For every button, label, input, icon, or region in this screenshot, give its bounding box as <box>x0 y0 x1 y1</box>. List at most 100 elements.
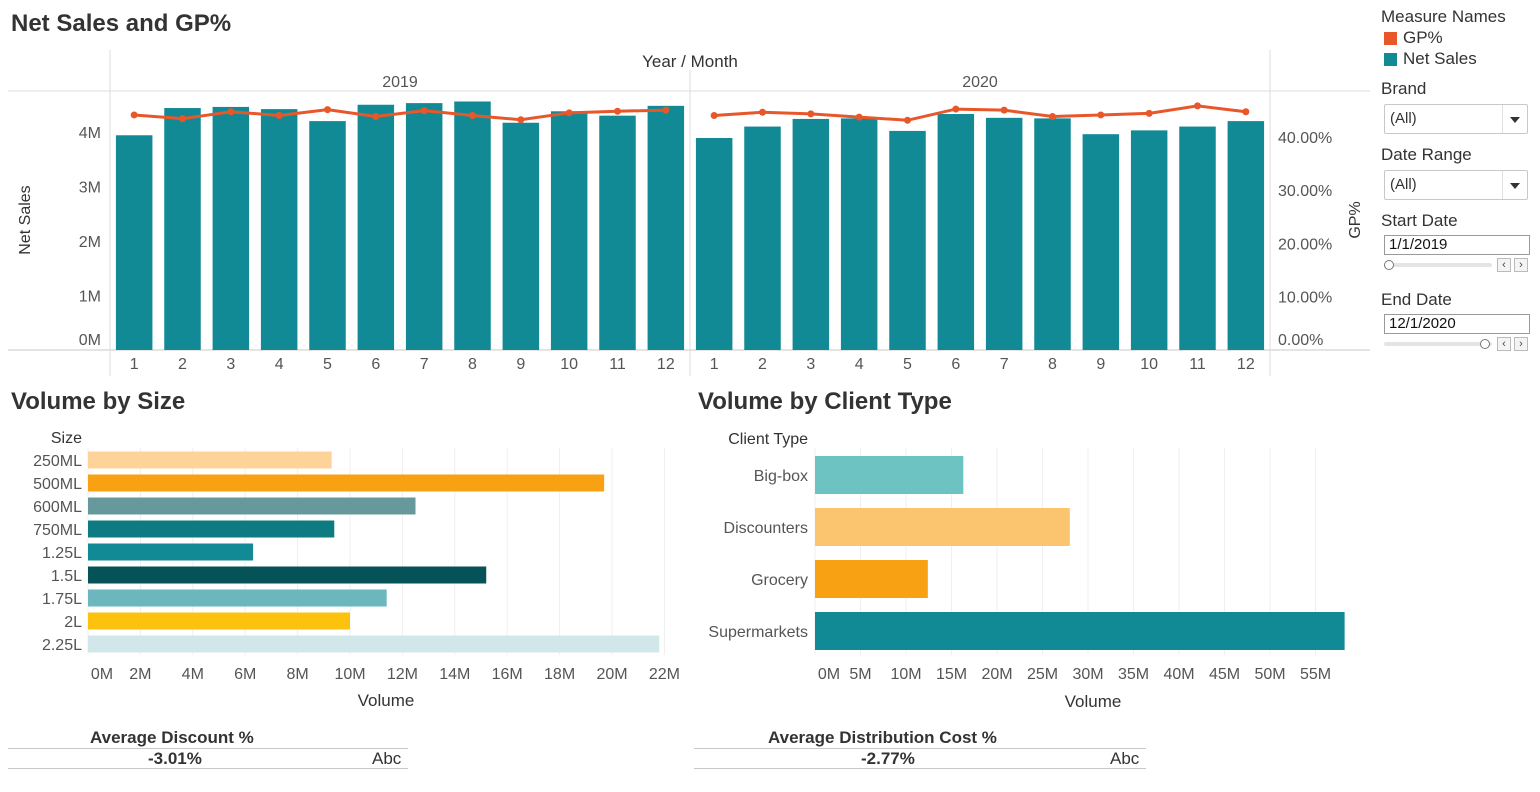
distribution-kpi-label: Average Distribution Cost % <box>768 728 997 747</box>
start-date-slider-thumb[interactable] <box>1384 260 1394 270</box>
start-date-next-button[interactable]: › <box>1514 258 1528 272</box>
gp-point <box>324 106 331 114</box>
month-tick-label: 4 <box>855 356 864 373</box>
net-sales-bar <box>792 118 830 350</box>
month-tick-label: 11 <box>1189 356 1206 373</box>
gp-point <box>420 107 428 115</box>
end-date-prev-button[interactable]: ‹ <box>1497 337 1511 351</box>
start-date-prev-button[interactable]: ‹ <box>1497 258 1511 272</box>
month-tick-label: 8 <box>1048 356 1057 373</box>
x-tick-label: 0M <box>818 666 840 683</box>
date-range-value: (All) <box>1390 176 1417 193</box>
month-tick-label: 6 <box>371 356 380 373</box>
gp-point <box>1242 108 1250 116</box>
x-tick-label: 5M <box>849 666 871 683</box>
gp-point <box>904 116 911 124</box>
distribution-kpi-abc: Abc <box>1110 749 1140 768</box>
net-sales-bar <box>1130 130 1168 350</box>
net-sales-bar <box>164 108 201 351</box>
volume-bar <box>815 612 1345 650</box>
category-label: 1.5L <box>51 568 82 585</box>
volume-bar <box>88 566 487 584</box>
x-tick-label: 2M <box>129 666 151 683</box>
net-sales-legend-label[interactable]: Net Sales <box>1403 49 1477 68</box>
y-tick-label: 0M <box>79 332 101 349</box>
volume-by-size-chart[interactable]: 0M 2M 4M 6M 8M 10M 12M 14M 16M 18M 20M 22M Size Volum… <box>0 420 690 720</box>
year-header: 2019 <box>382 74 418 91</box>
gp-point <box>807 110 815 118</box>
end-date-input[interactable]: 12/1/2020 <box>1384 314 1530 334</box>
discount-kpi-label: Average Discount % <box>90 728 254 747</box>
month-tick-label: 2 <box>178 356 187 373</box>
gp-point <box>952 105 960 113</box>
category-label: 1.75L <box>42 591 82 608</box>
end-date-next-button[interactable]: › <box>1514 337 1528 351</box>
y-tick-label: 4M <box>79 125 101 142</box>
volume-bar <box>88 635 660 653</box>
volume-by-client-chart[interactable]: 0M 5M 10M 15M 20M 25M 30M 35M 40M 45M 50M 55M Client… <box>690 420 1380 720</box>
volume-bar <box>815 508 1070 546</box>
gp-point <box>662 106 670 114</box>
category-label: Discounters <box>724 520 808 537</box>
x-tick-label: 35M <box>1118 666 1149 683</box>
net-sales-bar <box>647 105 685 350</box>
distribution-kpi-value: -2.77% <box>861 749 915 768</box>
chevron-down-icon[interactable] <box>1502 171 1527 199</box>
gp-point <box>565 109 573 117</box>
year-month-header: Year / Month <box>642 52 738 71</box>
x-tick-label: 16M <box>492 666 523 683</box>
month-tick-label: 12 <box>657 356 675 373</box>
end-date-slider-thumb[interactable] <box>1480 339 1490 349</box>
x-tick-label: 8M <box>286 666 308 683</box>
net-sales-bar <box>357 104 395 350</box>
y-right-tick-label: 20.00% <box>1278 236 1332 253</box>
month-tick-label: 9 <box>1096 356 1105 373</box>
start-date-slider-track[interactable] <box>1384 263 1492 267</box>
volume-bar <box>88 497 416 515</box>
x-tick-label: 25M <box>1027 666 1058 683</box>
x-tick-label: 30M <box>1072 666 1103 683</box>
date-range-select[interactable]: (All) <box>1384 170 1528 200</box>
net-sales-bar <box>937 114 975 350</box>
gp-point <box>1049 113 1056 121</box>
month-tick-label: 10 <box>560 356 578 373</box>
net-sales-bar <box>260 109 298 350</box>
x-tick-label: 0M <box>91 666 113 683</box>
gp-point <box>275 111 283 119</box>
net-sales-bar <box>985 117 1023 350</box>
net-sales-gp-chart[interactable]: Year / Month 2019 2020 0M 1M 2M 3M 4M Net Sales 0… <box>0 40 1375 385</box>
month-tick-label: 9 <box>516 356 525 373</box>
x-tick-label: 55M <box>1300 666 1331 683</box>
y-right-tick-label: 10.00% <box>1278 290 1332 307</box>
category-header: Size <box>51 430 82 447</box>
net-sales-bar <box>695 137 733 350</box>
net-sales-bar <box>405 103 443 351</box>
month-tick-label: 1 <box>710 356 719 373</box>
month-tick-label: 8 <box>468 356 477 373</box>
category-label: 2L <box>64 614 82 631</box>
category-label: 2.25L <box>42 637 82 654</box>
brand-select[interactable]: (All) <box>1384 104 1528 134</box>
net-sales-bar <box>599 115 636 351</box>
x-tick-label: 12M <box>387 666 418 683</box>
end-date-slider-track[interactable] <box>1384 342 1492 346</box>
x-tick-label: 4M <box>182 666 204 683</box>
net-sales-bar <box>454 101 491 350</box>
start-date-input[interactable]: 1/1/2019 <box>1384 235 1530 255</box>
category-label: 500ML <box>33 476 82 493</box>
x-tick-label: 45M <box>1209 666 1240 683</box>
month-tick-label: 5 <box>323 356 332 373</box>
chevron-down-icon[interactable] <box>1502 105 1527 133</box>
net-sales-bar <box>1227 121 1265 350</box>
gp-legend-label[interactable]: GP% <box>1403 28 1443 47</box>
end-date-label: End Date <box>1381 290 1452 309</box>
x-tick-label: 40M <box>1163 666 1194 683</box>
gp-point <box>227 108 235 116</box>
gp-point <box>759 108 766 116</box>
gp-point <box>179 115 186 123</box>
volume-bar <box>88 474 605 492</box>
gp-legend-swatch <box>1384 32 1397 45</box>
gp-point <box>372 113 380 121</box>
x-tick-label: 10M <box>890 666 921 683</box>
net-sales-bar <box>502 122 540 350</box>
